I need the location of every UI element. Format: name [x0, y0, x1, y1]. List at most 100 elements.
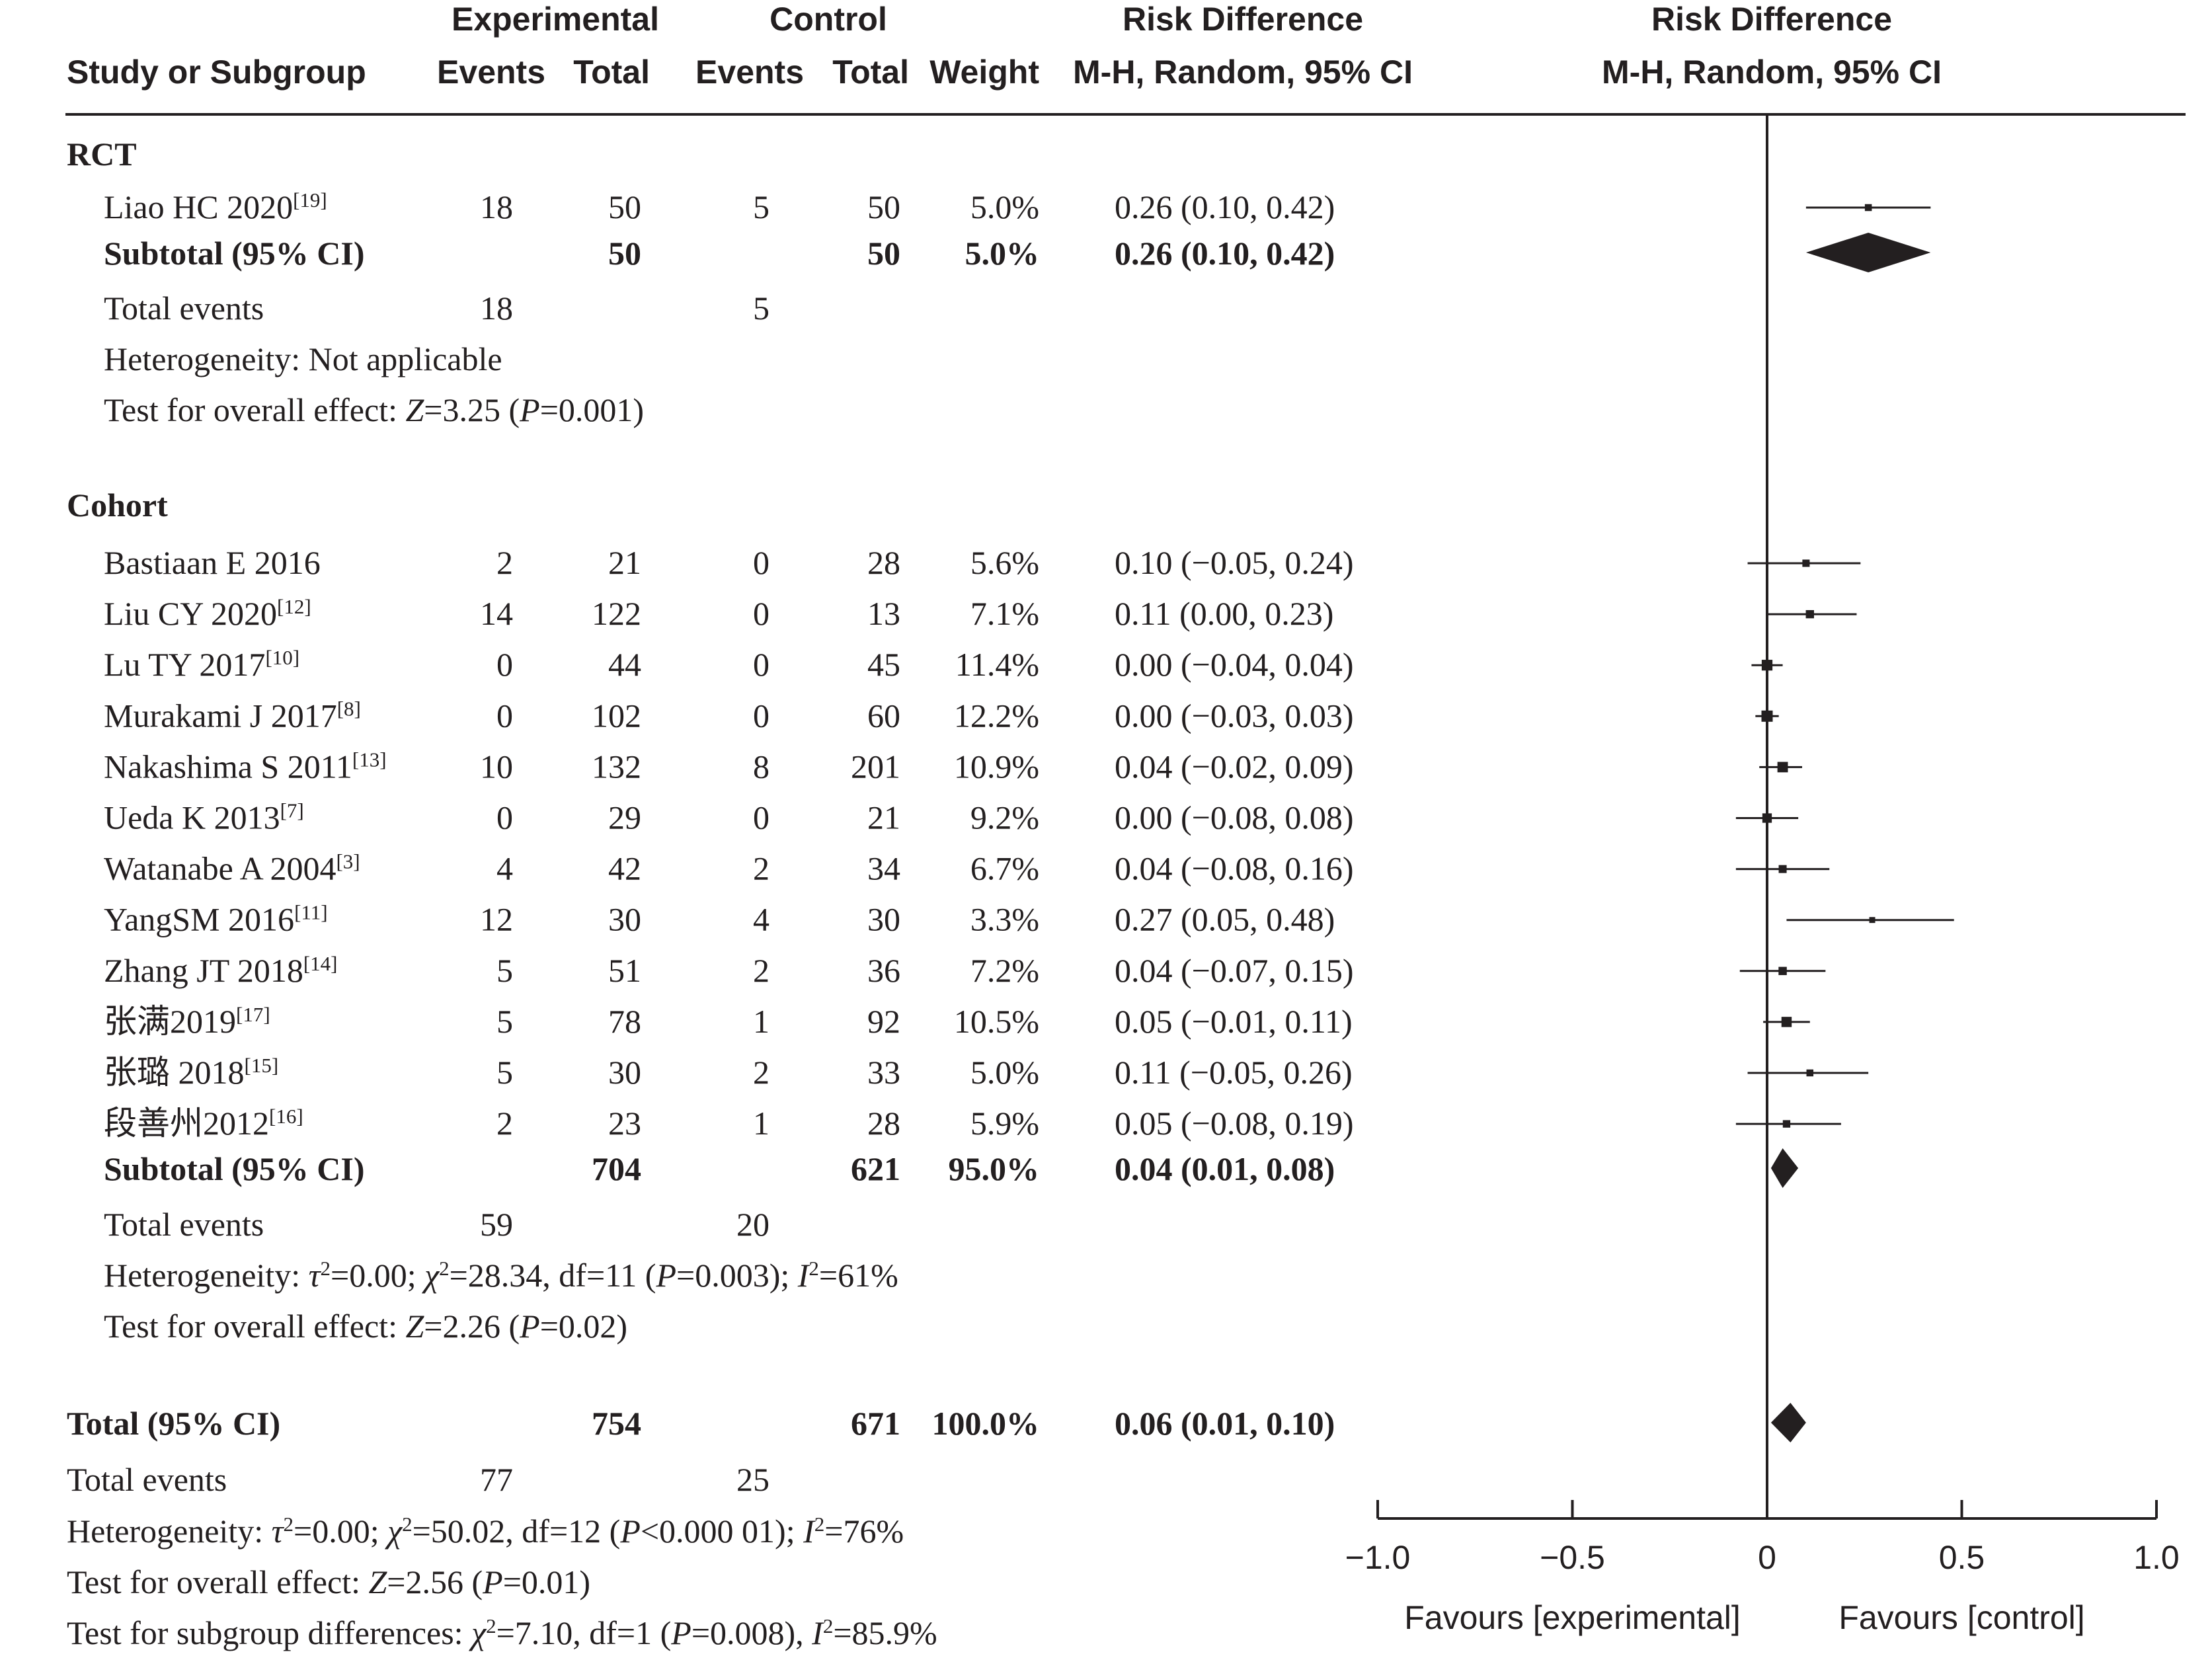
ctl-events-cell: 8: [753, 748, 770, 785]
total-events-ctl: 20: [736, 1206, 770, 1243]
ctl-total-cell: 21: [867, 799, 900, 836]
subgroup-differences-text: Test for subgroup differences: χ2=7.10, …: [67, 1614, 937, 1652]
header-ctl-events: Events: [695, 54, 804, 91]
rct-subtotal-exp-total: 50: [608, 235, 641, 272]
total-events-label: Total events: [104, 1206, 264, 1243]
heterogeneity-text: Heterogeneity: τ2=0.00; χ2=50.02, df=12 …: [67, 1513, 904, 1550]
ctl-total-cell: 45: [867, 646, 900, 683]
exp-events-cell: 18: [480, 188, 513, 225]
study-name: Zhang JT 2018[14]: [104, 951, 338, 989]
exp-total-cell: 78: [608, 1003, 641, 1040]
ctl-total-cell: 13: [867, 595, 900, 632]
heterogeneity-text: Heterogeneity: τ2=0.00; χ2=28.34, df=11 …: [104, 1257, 898, 1294]
ctl-total-cell: 28: [867, 544, 900, 581]
overall-total-label: Total (95% CI): [67, 1405, 280, 1442]
overall-total-diamond: [1770, 1403, 1806, 1442]
x-tick-label: −0.5: [1540, 1539, 1605, 1576]
ctl-total-cell: 60: [867, 697, 900, 734]
study-point-estimate: [1869, 917, 1876, 924]
weight-cell: 5.0%: [970, 188, 1039, 225]
study-name: Liu CY 2020[12]: [104, 595, 311, 633]
heterogeneity-text: Heterogeneity: Not applicable: [104, 340, 502, 377]
header-exp-events: Events: [437, 54, 545, 91]
ctl-events-cell: 0: [753, 595, 770, 632]
total-events-exp: 59: [480, 1206, 513, 1243]
header-rd-method: M-H, Random, 95% CI: [1073, 54, 1413, 91]
study-name: Nakashima S 2011[13]: [104, 748, 387, 785]
weight-cell: 10.5%: [954, 1003, 1039, 1040]
study-point-estimate: [1805, 610, 1814, 619]
x-tick-label: 1.0: [2133, 1539, 2180, 1576]
exp-events-cell: 0: [496, 646, 513, 683]
exp-total-cell: 44: [608, 646, 641, 683]
ctl-events-cell: 5: [753, 188, 770, 225]
ctl-total-cell: 30: [867, 901, 900, 938]
rct-subtotal-diamond: [1805, 233, 1931, 272]
header-study: Study or Subgroup: [67, 54, 366, 91]
study-name: 张璐 2018[15]: [104, 1054, 278, 1091]
ctl-total-cell: 92: [867, 1003, 900, 1040]
exp-events-cell: 4: [496, 850, 513, 887]
ci-cell: 0.04 (−0.08, 0.16): [1115, 850, 1354, 887]
overall-effect-text: Test for overall effect: Z=2.26 (P=0.02): [104, 1308, 627, 1345]
exp-total-cell: 102: [592, 697, 641, 734]
ci-cell: 0.00 (−0.08, 0.08): [1115, 799, 1354, 836]
overall-total-exp-total: 754: [592, 1405, 641, 1442]
overall-total-weight: 100.0%: [932, 1405, 1040, 1442]
exp-events-cell: 5: [496, 1054, 513, 1091]
exp-events-cell: 5: [496, 1003, 513, 1040]
x-tick-label: −1.0: [1345, 1539, 1411, 1576]
rct-subtotal-ctl-total: 50: [867, 235, 900, 272]
cohort-subtotal-exp-total: 704: [592, 1150, 641, 1187]
weight-cell: 7.1%: [970, 595, 1039, 632]
total-events-exp: 77: [480, 1461, 513, 1498]
forest-plot-area: −1.0 −0.5 0 0.5 1.0 Favours [experimental] Fav…: [1345, 116, 2180, 1636]
header-exp-total: Total: [573, 54, 650, 91]
ci-cell: 0.26 (0.10, 0.42): [1115, 188, 1335, 225]
header-weight: Weight: [929, 54, 1039, 91]
exp-events-cell: 5: [496, 952, 513, 989]
cohort-subtotal-ci: 0.04 (0.01, 0.08): [1115, 1150, 1335, 1187]
ctl-events-cell: 0: [753, 544, 770, 581]
ctl-total-cell: 36: [867, 952, 900, 989]
exp-total-cell: 50: [608, 188, 641, 225]
exp-events-cell: 2: [496, 544, 513, 581]
header-plot-method: M-H, Random, 95% CI: [1602, 54, 1942, 91]
exp-events-cell: 2: [496, 1105, 513, 1142]
ci-cell: 0.10 (−0.05, 0.24): [1115, 544, 1354, 581]
study-point-estimate: [1781, 1017, 1792, 1027]
rct-subtotal-label: Subtotal (95% CI): [104, 235, 364, 272]
ctl-events-cell: 0: [753, 697, 770, 734]
ctl-total-cell: 34: [867, 850, 900, 887]
exp-total-cell: 30: [608, 1054, 641, 1091]
total-events-exp: 18: [480, 290, 513, 327]
exp-events-cell: 0: [496, 697, 513, 734]
weight-cell: 5.0%: [970, 1054, 1039, 1091]
ctl-total-cell: 28: [867, 1105, 900, 1142]
exp-events-cell: 12: [480, 901, 513, 938]
weight-cell: 6.7%: [970, 850, 1039, 887]
exp-total-cell: 21: [608, 544, 641, 581]
exp-events-cell: 14: [480, 595, 513, 632]
ctl-total-cell: 50: [867, 188, 900, 225]
weight-cell: 10.9%: [954, 748, 1039, 785]
rct-subtotal-weight: 5.0%: [965, 235, 1040, 272]
study-name: Ueda K 2013[7]: [104, 799, 304, 836]
study-name: Murakami J 2017[8]: [104, 697, 361, 734]
ctl-events-cell: 0: [753, 799, 770, 836]
ci-cell: 0.05 (−0.08, 0.19): [1115, 1105, 1354, 1142]
study-point-estimate: [1864, 204, 1872, 212]
favours-control-label: Favours [control]: [1838, 1599, 2084, 1636]
study-point-estimate: [1778, 966, 1787, 976]
study-name: Bastiaan E 2016: [104, 544, 321, 581]
ci-cell: 0.00 (−0.04, 0.04): [1115, 646, 1354, 683]
study-point-estimate: [1778, 865, 1787, 873]
weight-cell: 5.9%: [970, 1105, 1039, 1142]
ci-cell: 0.11 (−0.05, 0.26): [1115, 1054, 1353, 1091]
total-events-ctl: 25: [736, 1461, 770, 1498]
study-name: Liao HC 2020[19]: [104, 188, 327, 226]
cohort-subtotal-ctl-total: 621: [851, 1150, 900, 1187]
ci-cell: 0.00 (−0.03, 0.03): [1115, 697, 1354, 734]
